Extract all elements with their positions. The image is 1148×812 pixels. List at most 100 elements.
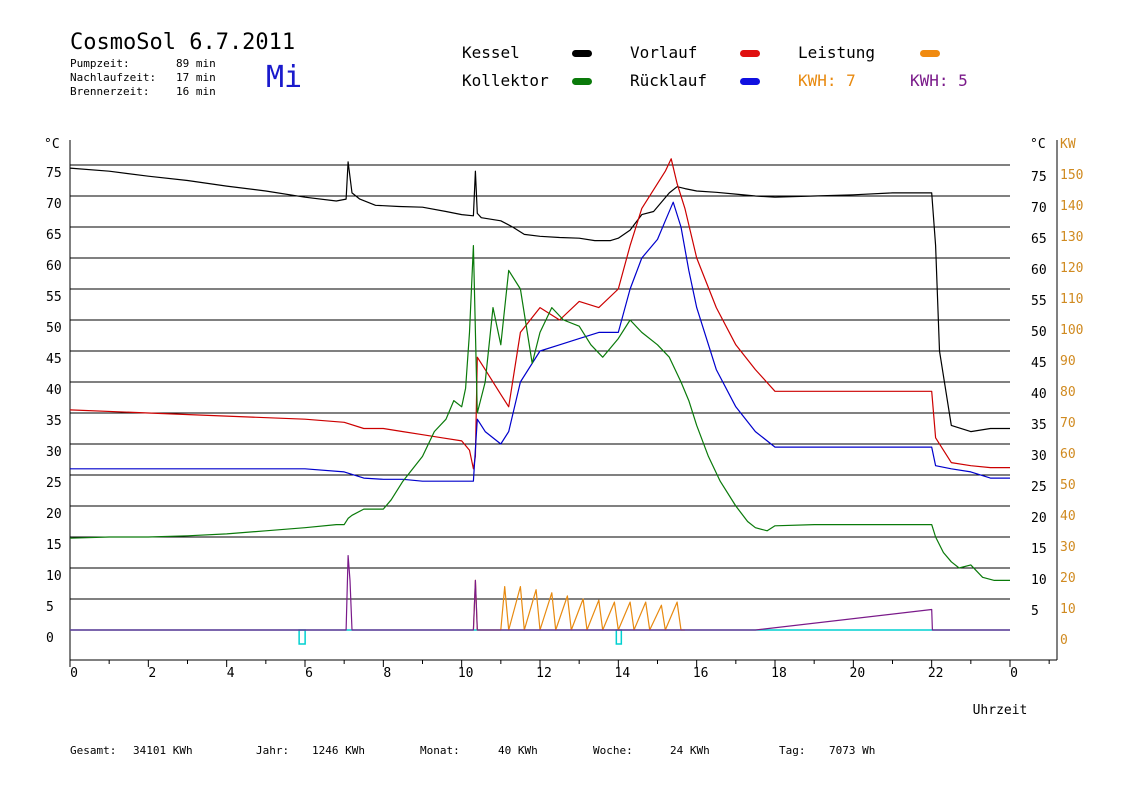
footer-woche-value: 24 KWh (670, 744, 710, 757)
y-tick-label-kw: 70 (1060, 416, 1076, 431)
y-tick-label-left: 30 (46, 445, 62, 460)
chart-grid (70, 164, 1010, 631)
y-tick-label-right: 45 (1031, 356, 1047, 371)
legend-ruecklauf-label: Rücklauf (630, 71, 708, 90)
y-tick-label-left: 65 (46, 228, 62, 243)
y-tick-label-kw: 120 (1060, 261, 1083, 276)
x-tick-label: 0 (70, 666, 78, 681)
y-tick-label-kw: 60 (1060, 447, 1076, 462)
y-tick-label-kw: 30 (1060, 540, 1076, 555)
x-tick-label: 6 (305, 666, 313, 681)
y-tick-label-right: 70 (1031, 201, 1047, 216)
series-line-leistung (472, 579, 685, 631)
y-tick-label-right: 30 (1031, 449, 1047, 464)
y-tick-label-right: 40 (1031, 387, 1047, 402)
baseline-marker (615, 629, 623, 645)
legend-kwh-orange: KWH: 7 (798, 71, 856, 90)
x-tick-label: 10 (458, 666, 474, 681)
y-unit-left: °C (44, 137, 60, 152)
y-tick-label-kw: 40 (1060, 509, 1076, 524)
legend-kessel-label: Kessel (462, 43, 520, 62)
y-tick-label-kw: 140 (1060, 199, 1083, 214)
y-tick-label-kw: 20 (1060, 571, 1076, 586)
x-tick-label: 16 (693, 666, 709, 681)
x-tick-label: 18 (771, 666, 787, 681)
footer-tag-value: 7073 Wh (829, 744, 876, 757)
y-unit-right-kw: KW (1060, 137, 1076, 152)
y-tick-label-right: 60 (1031, 263, 1047, 278)
stat-label-brennerzeit: Brennerzeit: (70, 85, 150, 98)
x-tick-label: 8 (383, 666, 391, 681)
footer-tag-label: Tag: (779, 744, 806, 757)
stat-label-nachlaufzeit: Nachlaufzeit: (70, 71, 157, 84)
y-tick-label-kw: 80 (1060, 385, 1076, 400)
y-tick-label-kw: 110 (1060, 292, 1083, 307)
footer-woche-label: Woche: (593, 744, 633, 757)
footer-monat-label: Monat: (420, 744, 460, 757)
y-tick-label-right: 35 (1031, 418, 1047, 433)
y-tick-label-left: 40 (46, 383, 62, 398)
y-tick-label-right: 15 (1031, 542, 1047, 557)
x-tick-label: 4 (227, 666, 235, 681)
footer-jahr-value: 1246 KWh (312, 744, 365, 757)
y-tick-label-left: 55 (46, 290, 62, 305)
x-axis-label: Uhrzeit (973, 703, 1028, 718)
y-tick-label-right: 50 (1031, 325, 1047, 340)
baseline-marker (298, 629, 306, 645)
x-tick-label: 14 (615, 666, 631, 681)
y-tick-label-right: 20 (1031, 511, 1047, 526)
y-tick-label-right: 10 (1031, 573, 1047, 588)
legend-kollektor-label: Kollektor (462, 71, 549, 90)
legend-vorlauf-label: Vorlauf (630, 43, 698, 62)
legend-kollektor-swatch (572, 78, 592, 85)
y-tick-label-kw: 0 (1060, 633, 1068, 648)
x-tick-label: 0 (1010, 666, 1018, 681)
series-line-vorlauf (69, 158, 1010, 470)
chart-axes (69, 140, 1058, 667)
y-tick-label-left: 60 (46, 259, 62, 274)
y-tick-label-left: 35 (46, 414, 62, 429)
legend-leistung-label: Leistung (798, 43, 876, 62)
y-tick-label-left: 75 (46, 166, 62, 181)
x-tick-label: 20 (850, 666, 866, 681)
y-tick-label-left: 10 (46, 569, 62, 584)
footer-jahr-label: Jahr: (256, 744, 290, 757)
legend-leistung-swatch (920, 50, 940, 57)
y-tick-label-right: 25 (1031, 480, 1047, 495)
y-tick-label-kw: 90 (1060, 354, 1076, 369)
chart-title: CosmoSol 6.7.2011 (70, 30, 296, 55)
series-line-kessel (69, 161, 1010, 433)
y-tick-label-kw: 130 (1060, 230, 1083, 245)
stat-value-nachlaufzeit: 17 min (176, 71, 216, 84)
y-tick-label-left: 20 (46, 507, 62, 522)
stat-label-pumpzeit: Pumpzeit: (70, 57, 130, 70)
series-line-kollektor (69, 245, 1010, 582)
y-tick-label-kw: 10 (1060, 602, 1076, 617)
footer-monat-value: 40 KWh (498, 744, 538, 757)
y-tick-label-kw: 50 (1060, 478, 1076, 493)
x-tick-label: 2 (148, 666, 156, 681)
weekday-label: Mi (266, 60, 303, 95)
y-tick-label-left: 0 (46, 631, 54, 646)
y-tick-label-left: 25 (46, 476, 62, 491)
stat-value-pumpzeit: 89 min (176, 57, 216, 70)
stat-value-brennerzeit: 16 min (176, 85, 216, 98)
y-tick-label-right: 55 (1031, 294, 1047, 309)
y-tick-label-kw: 150 (1060, 168, 1083, 183)
legend-kessel-swatch (572, 50, 592, 57)
y-tick-label-left: 45 (46, 352, 62, 367)
series-line-r-cklauf (70, 201, 1010, 482)
legend-kwh-purple: KWH: 5 (910, 71, 968, 90)
legend-vorlauf-swatch (740, 50, 760, 57)
footer-gesamt-label: Gesamt: (70, 744, 117, 757)
y-tick-label-left: 70 (46, 197, 62, 212)
y-tick-label-left: 5 (46, 600, 54, 615)
y-tick-label-right: 75 (1031, 170, 1047, 185)
x-tick-label: 12 (536, 666, 552, 681)
y-tick-label-left: 50 (46, 321, 62, 336)
series-line-kwh (70, 554, 1010, 631)
y-unit-right: °C (1030, 137, 1046, 152)
legend-ruecklauf-swatch (740, 78, 760, 85)
y-tick-label-left: 15 (46, 538, 62, 553)
